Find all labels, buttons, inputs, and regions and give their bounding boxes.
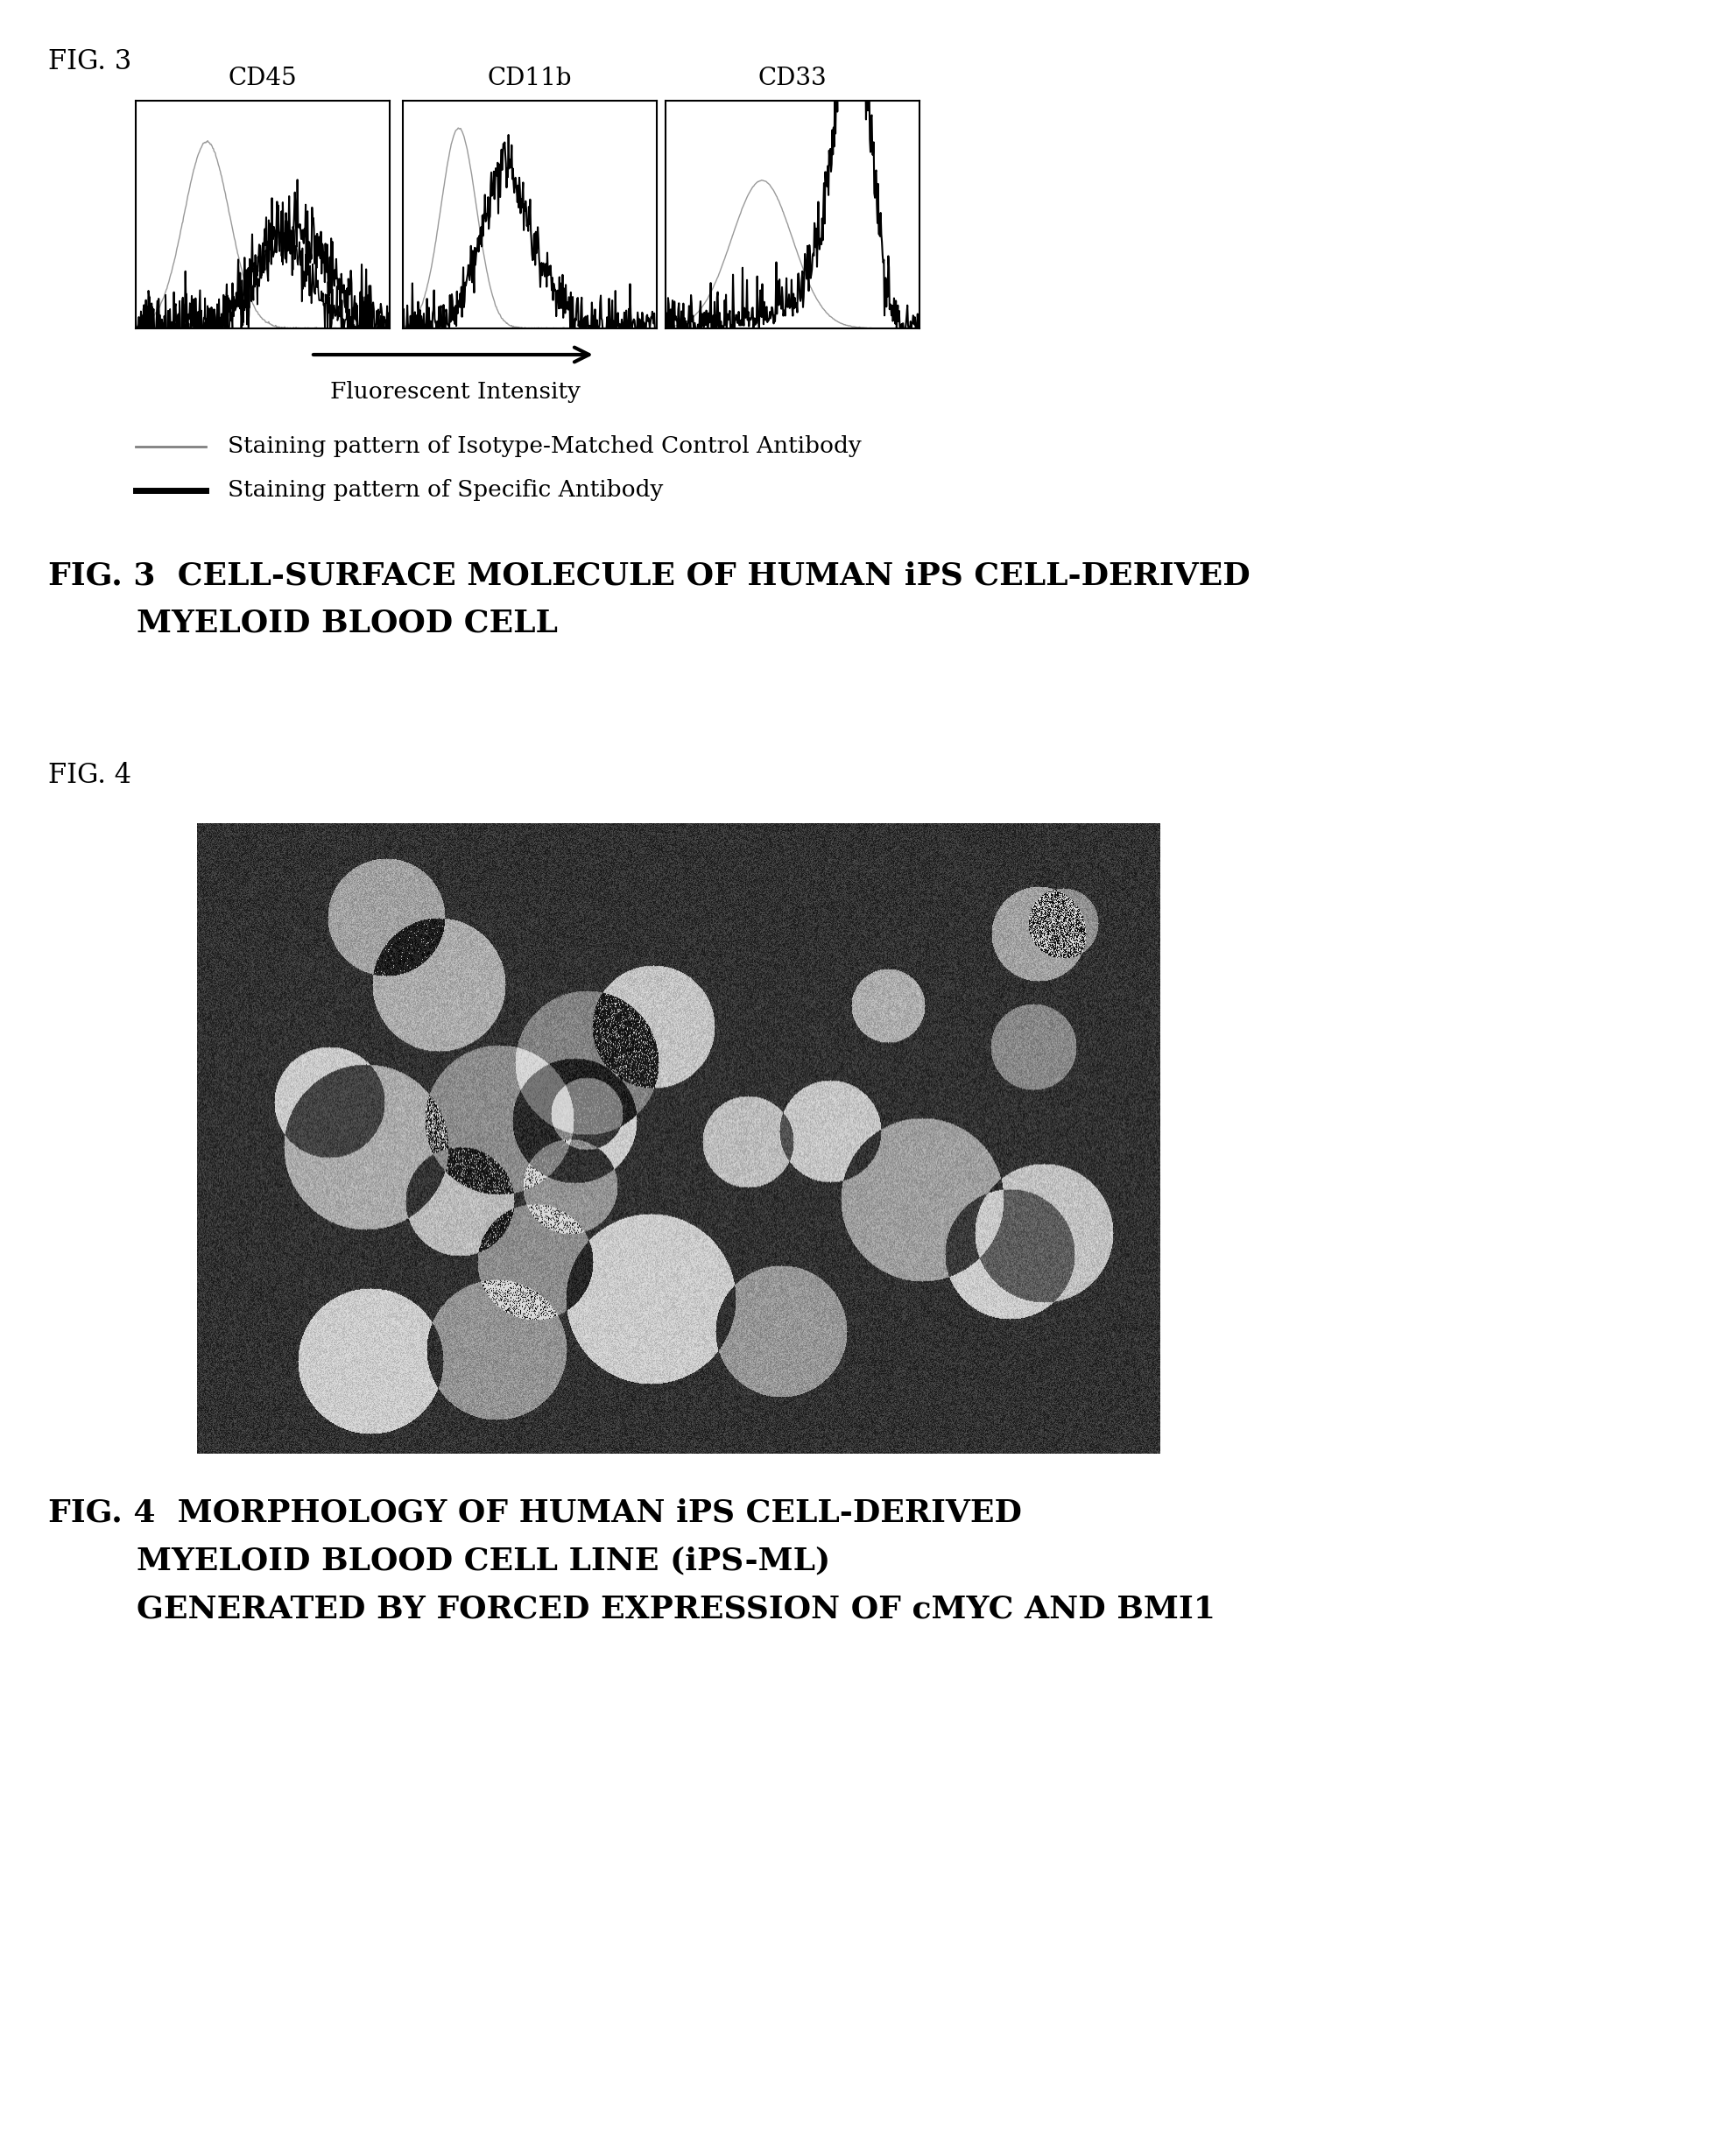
Text: CD45: CD45 (228, 67, 298, 91)
Text: MYELOID BLOOD CELL LINE (iPS-ML): MYELOID BLOOD CELL LINE (iPS-ML) (48, 1546, 830, 1576)
Text: FIG. 3  CELL-SURFACE MOLECULE OF HUMAN iPS CELL-DERIVED: FIG. 3 CELL-SURFACE MOLECULE OF HUMAN iP… (48, 561, 1250, 591)
Text: Staining pattern of Specific Antibody: Staining pattern of Specific Antibody (228, 479, 663, 502)
Text: FIG. 4  MORPHOLOGY OF HUMAN iPS CELL-DERIVED: FIG. 4 MORPHOLOGY OF HUMAN iPS CELL-DERI… (48, 1498, 1022, 1526)
Text: Fluorescent Intensity: Fluorescent Intensity (330, 382, 580, 403)
Text: GENERATED BY FORCED EXPRESSION OF cMYC AND BMI1: GENERATED BY FORCED EXPRESSION OF cMYC A… (48, 1593, 1216, 1623)
Text: CD11b: CD11b (488, 67, 572, 91)
Text: FIG. 4: FIG. 4 (48, 761, 132, 789)
Text: Staining pattern of Isotype-Matched Control Antibody: Staining pattern of Isotype-Matched Cont… (228, 436, 861, 457)
Text: CD33: CD33 (758, 67, 827, 91)
Text: FIG. 3: FIG. 3 (48, 47, 132, 75)
Text: MYELOID BLOOD CELL: MYELOID BLOOD CELL (48, 608, 558, 638)
